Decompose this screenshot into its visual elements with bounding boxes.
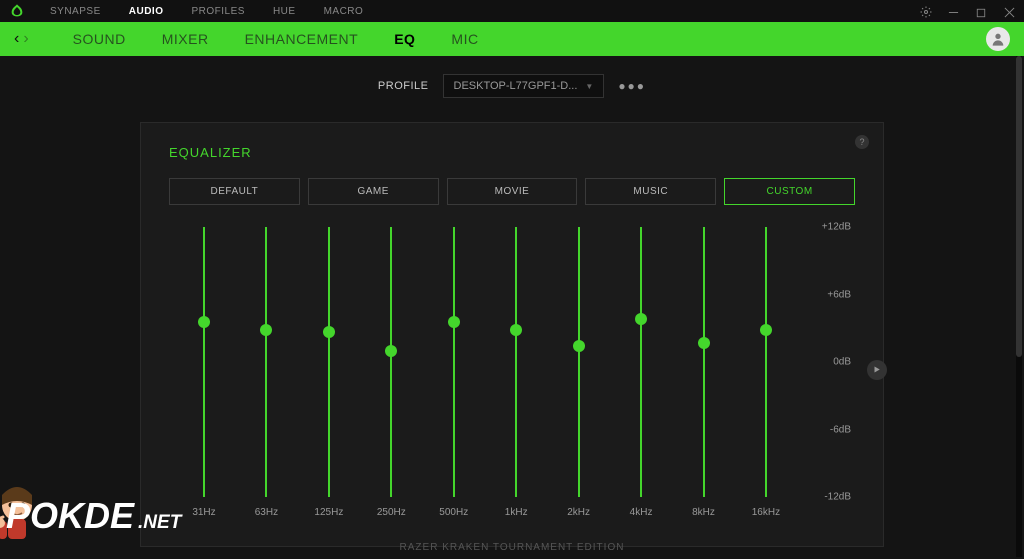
eq-band-8khz: 8kHz — [679, 227, 729, 518]
freq-label: 8kHz — [692, 507, 715, 518]
freq-label: 4kHz — [630, 507, 653, 518]
eq-slider-thumb[interactable] — [510, 324, 522, 336]
titlebar: SYNAPSE AUDIO PROFILES HUE MACRO — [0, 0, 1024, 22]
titlebar-left: SYNAPSE AUDIO PROFILES HUE MACRO — [8, 2, 363, 20]
nav-back-icon[interactable]: ‹ — [14, 30, 19, 48]
top-tab-macro[interactable]: MACRO — [324, 6, 364, 17]
eq-slider-thumb[interactable] — [635, 313, 647, 325]
razer-logo-icon — [8, 2, 26, 20]
scrollbar-thumb[interactable] — [1016, 56, 1022, 357]
maximize-icon[interactable] — [976, 5, 988, 17]
preset-custom[interactable]: CUSTOM — [724, 178, 855, 205]
freq-label: 1kHz — [505, 507, 528, 518]
eq-band-4khz: 4kHz — [616, 227, 666, 518]
db-tick: -12dB — [824, 492, 851, 503]
eq-area: 31Hz 63Hz 125Hz 250Hz 500Hz 1kHz 2kHz 4kHz 8kHz 1… — [169, 221, 855, 518]
user-avatar[interactable] — [986, 27, 1010, 51]
preset-game[interactable]: GAME — [308, 178, 439, 205]
subnav-tabs: SOUND MIXER ENHANCEMENT EQ MIC — [73, 31, 479, 47]
eq-band-63hz: 63Hz — [241, 227, 291, 518]
vertical-scrollbar[interactable] — [1016, 56, 1022, 557]
close-icon[interactable] — [1004, 5, 1016, 17]
eq-slider-thumb[interactable] — [698, 337, 710, 349]
nav-forward-icon[interactable]: › — [23, 30, 28, 48]
eq-slider-thumb[interactable] — [573, 340, 585, 352]
equalizer-panel: ? EQUALIZER DEFAULT GAME MOVIE MUSIC CUS… — [140, 122, 884, 547]
freq-label: 16kHz — [752, 507, 780, 518]
preset-default[interactable]: DEFAULT — [169, 178, 300, 205]
freq-label: 31Hz — [192, 507, 215, 518]
eq-band-16khz: 16kHz — [741, 227, 791, 518]
tab-eq[interactable]: EQ — [394, 31, 415, 47]
profile-more-icon[interactable]: ●●● — [618, 79, 646, 93]
preset-music[interactable]: MUSIC — [585, 178, 716, 205]
freq-label: 125Hz — [314, 507, 343, 518]
reset-eq-button[interactable] — [867, 360, 887, 380]
profile-dropdown[interactable]: DESKTOP-L77GPF1-D... ▼ — [443, 74, 605, 98]
settings-gear-icon[interactable] — [920, 5, 932, 17]
panel-title: EQUALIZER — [169, 145, 855, 160]
eq-band-250hz: 250Hz — [366, 227, 416, 518]
db-tick: +12dB — [822, 222, 851, 233]
content-area: PROFILE DESKTOP-L77GPF1-D... ▼ ●●● ? EQU… — [0, 56, 1024, 547]
top-tabs: SYNAPSE AUDIO PROFILES HUE MACRO — [50, 6, 363, 17]
top-tab-synapse[interactable]: SYNAPSE — [50, 6, 101, 17]
minimize-icon[interactable] — [948, 5, 960, 17]
eq-band-31hz: 31Hz — [179, 227, 229, 518]
top-tab-profiles[interactable]: PROFILES — [191, 6, 244, 17]
tab-mixer[interactable]: MIXER — [162, 31, 209, 47]
eq-slider-thumb[interactable] — [198, 316, 210, 328]
eq-sliders: 31Hz 63Hz 125Hz 250Hz 500Hz 1kHz 2kHz 4kHz 8kHz 1… — [169, 221, 801, 518]
eq-slider-thumb[interactable] — [760, 324, 772, 336]
eq-band-2khz: 2kHz — [554, 227, 604, 518]
tab-sound[interactable]: SOUND — [73, 31, 126, 47]
profile-row: PROFILE DESKTOP-L77GPF1-D... ▼ ●●● — [30, 74, 994, 98]
top-tab-audio[interactable]: AUDIO — [129, 6, 164, 17]
chevron-down-icon: ▼ — [585, 82, 593, 91]
eq-band-125hz: 125Hz — [304, 227, 354, 518]
freq-label: 63Hz — [255, 507, 278, 518]
profile-label: PROFILE — [378, 80, 429, 92]
freq-label: 500Hz — [439, 507, 468, 518]
watermark: POKDE .NET — [6, 495, 181, 537]
eq-slider-thumb[interactable] — [260, 324, 272, 336]
titlebar-right — [920, 5, 1016, 17]
profile-selected-value: DESKTOP-L77GPF1-D... — [454, 80, 578, 92]
preset-row: DEFAULT GAME MOVIE MUSIC CUSTOM — [169, 178, 855, 205]
footer: RAZER KRAKEN TOURNAMENT EDITION — [0, 537, 1024, 555]
eq-band-500hz: 500Hz — [429, 227, 479, 518]
db-tick: +6dB — [827, 289, 851, 300]
db-scale: +12dB+6dB0dB-6dB-12dB — [801, 227, 855, 497]
eq-slider-thumb[interactable] — [385, 345, 397, 357]
eq-slider-thumb[interactable] — [323, 326, 335, 338]
preset-movie[interactable]: MOVIE — [447, 178, 578, 205]
eq-band-1khz: 1kHz — [491, 227, 541, 518]
subnav: ‹ › SOUND MIXER ENHANCEMENT EQ MIC — [0, 22, 1024, 56]
freq-label: 2kHz — [567, 507, 590, 518]
top-tab-hue[interactable]: HUE — [273, 6, 296, 17]
watermark-brand: POKDE — [6, 495, 134, 537]
tab-mic[interactable]: MIC — [451, 31, 478, 47]
db-tick: 0dB — [833, 357, 851, 368]
device-name: RAZER KRAKEN TOURNAMENT EDITION — [400, 542, 625, 553]
tab-enhancement[interactable]: ENHANCEMENT — [245, 31, 359, 47]
watermark-tld: .NET — [138, 512, 181, 534]
db-tick: -6dB — [830, 424, 851, 435]
help-icon[interactable]: ? — [855, 135, 869, 149]
freq-label: 250Hz — [377, 507, 406, 518]
eq-slider-thumb[interactable] — [448, 316, 460, 328]
